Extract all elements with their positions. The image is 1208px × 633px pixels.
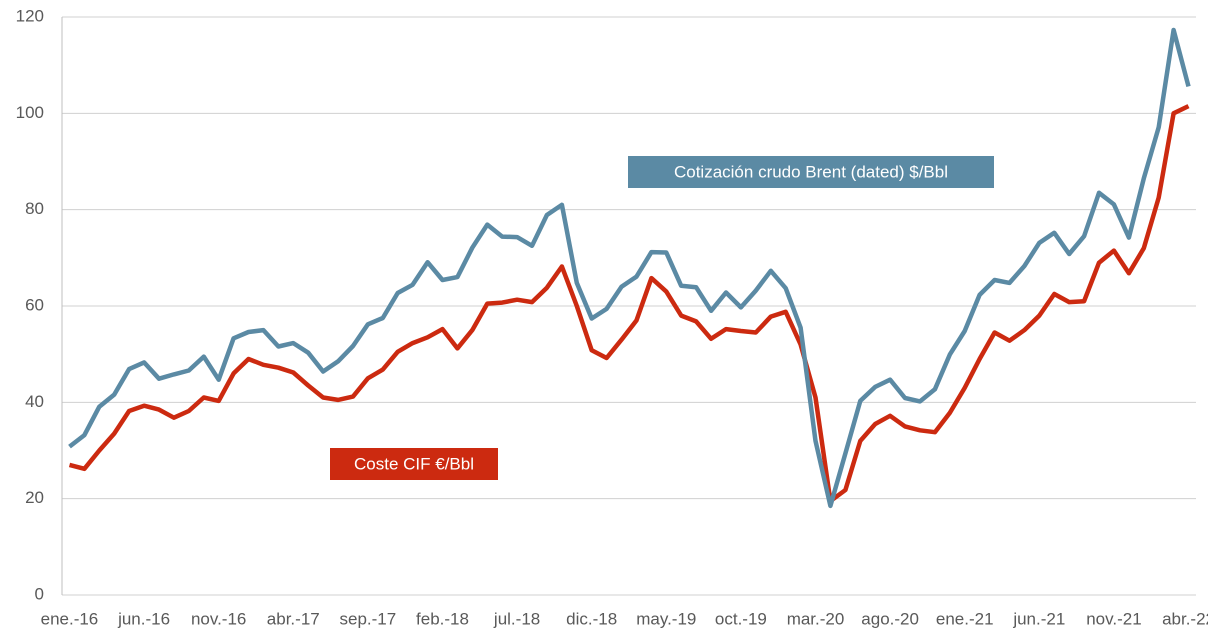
x-tick-label: ene.-16 xyxy=(41,609,99,628)
y-tick-label: 100 xyxy=(16,103,44,122)
y-tick-label: 20 xyxy=(25,488,44,507)
x-tick-label: nov.-16 xyxy=(191,609,246,628)
x-tick-label: jun.-21 xyxy=(1012,609,1065,628)
x-tick-label: oct.-19 xyxy=(715,609,767,628)
legend-box xyxy=(628,156,994,188)
x-tick-label: dic.-18 xyxy=(566,609,617,628)
x-tick-label: abr.-22 xyxy=(1162,609,1208,628)
x-tick-label: jul.-18 xyxy=(493,609,540,628)
legend-box xyxy=(330,448,498,480)
x-tick-label: ene.-21 xyxy=(936,609,994,628)
x-tick-label: jun.-16 xyxy=(117,609,170,628)
y-tick-label: 60 xyxy=(25,295,44,314)
y-tick-label: 120 xyxy=(16,6,44,25)
x-tick-label: sep.-17 xyxy=(340,609,397,628)
x-tick-label: ago.-20 xyxy=(861,609,919,628)
series-line xyxy=(68,27,1191,509)
x-tick-label: may.-19 xyxy=(636,609,696,628)
y-tick-label: 40 xyxy=(25,392,44,411)
legend-label: Coste CIF €/Bbl xyxy=(354,454,474,473)
x-tick-label: mar.-20 xyxy=(787,609,845,628)
x-tick-label: abr.-17 xyxy=(267,609,320,628)
y-tick-label: 80 xyxy=(25,199,44,218)
legend-label: Cotización crudo Brent (dated) $/Bbl xyxy=(674,162,948,181)
x-tick-label: nov.-21 xyxy=(1086,609,1141,628)
x-tick-label: feb.-18 xyxy=(416,609,469,628)
y-tick-label: 0 xyxy=(35,584,44,603)
series-line xyxy=(68,104,1190,504)
